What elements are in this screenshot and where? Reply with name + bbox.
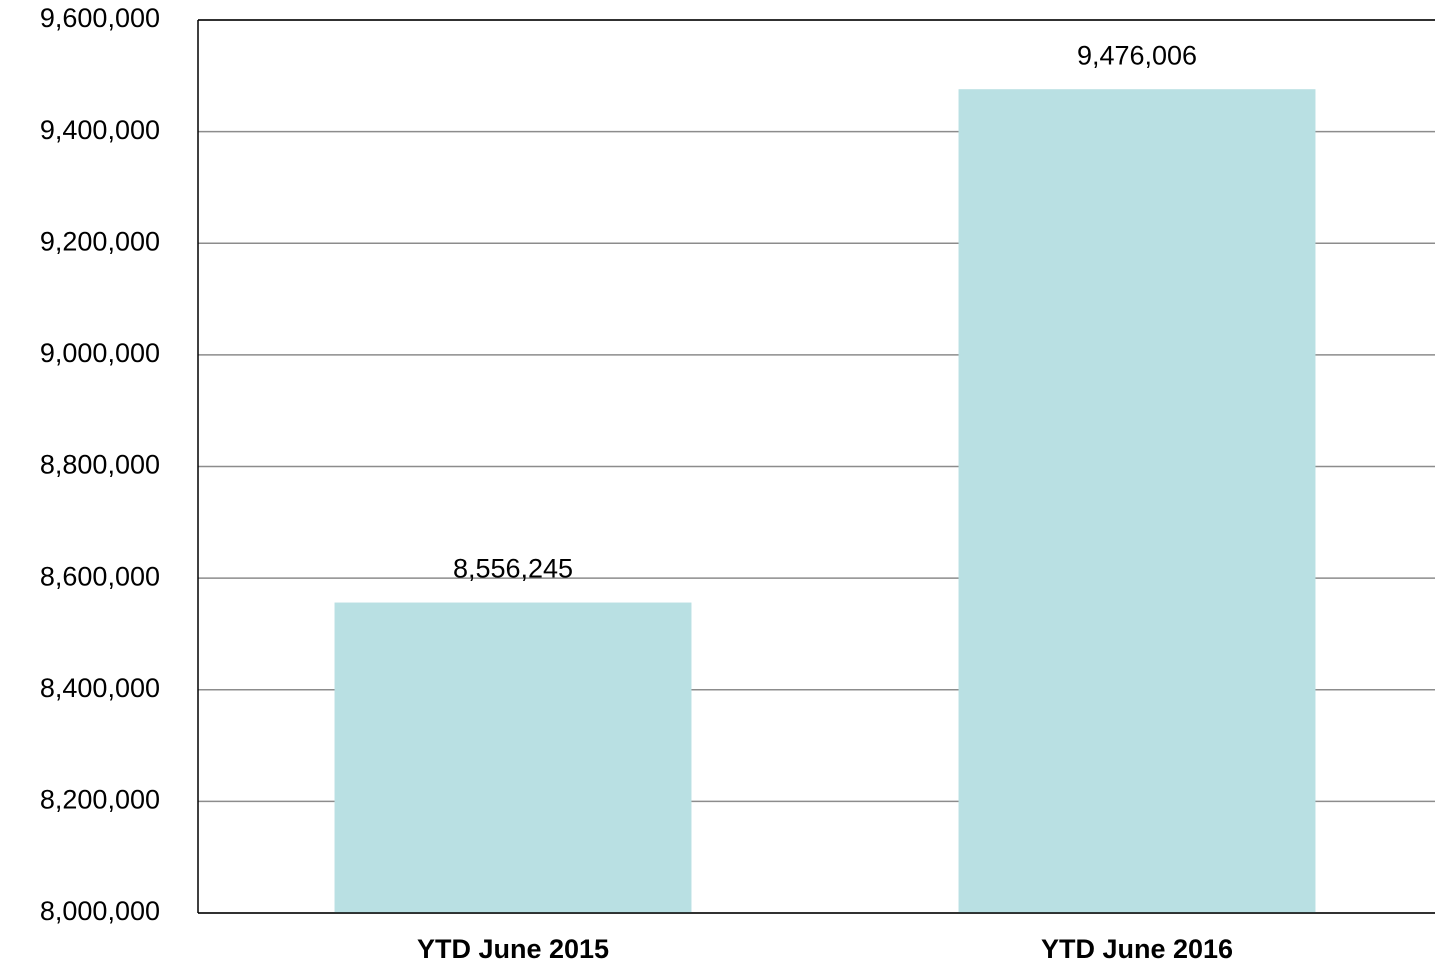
y-tick-label: 8,000,000 [40,896,160,926]
x-tick-label: YTD June 2015 [417,934,609,964]
y-tick-label: 8,800,000 [40,450,160,480]
bar [334,602,692,913]
value-label: 9,476,006 [1077,40,1197,70]
y-tick-label: 9,200,000 [40,226,160,256]
bar [958,89,1316,913]
y-tick-label: 8,400,000 [40,673,160,703]
value-label: 8,556,245 [453,554,573,584]
y-tick-label: 9,400,000 [40,115,160,145]
x-tick-label: YTD June 2016 [1041,934,1233,964]
y-tick-label: 8,600,000 [40,561,160,591]
y-tick-label: 9,600,000 [40,3,160,33]
y-tick-label: 9,000,000 [40,338,160,368]
y-tick-label: 8,200,000 [40,785,160,815]
